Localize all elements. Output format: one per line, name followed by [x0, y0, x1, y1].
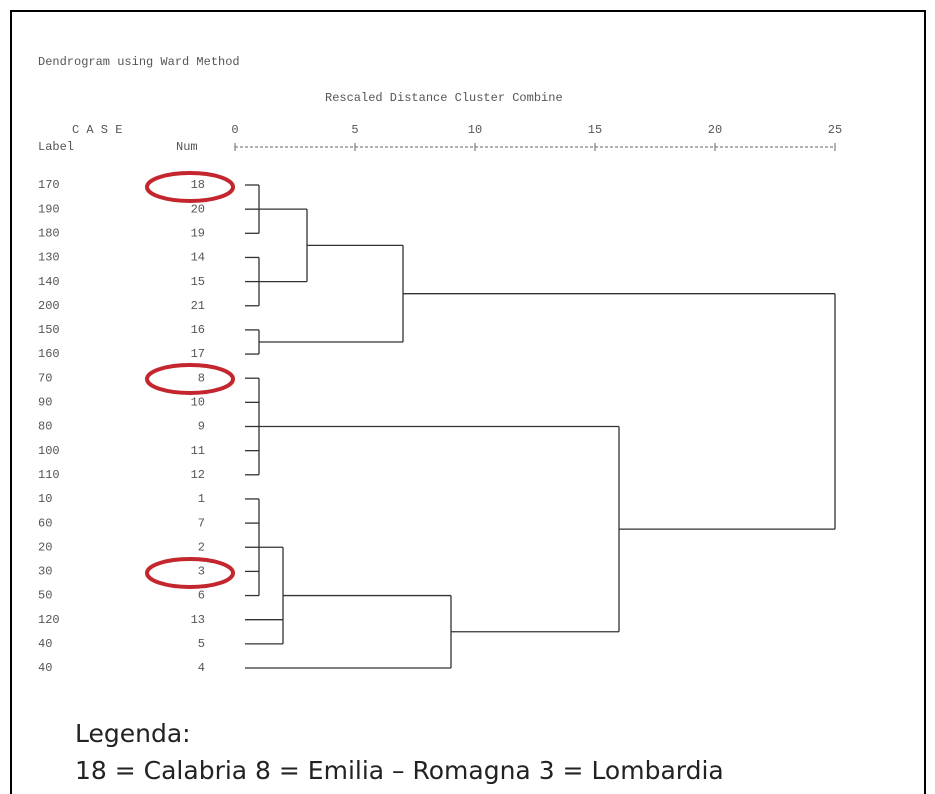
case-label: 90	[38, 396, 52, 410]
label-heading: Label	[38, 140, 74, 154]
x-tick-label: 0	[231, 123, 238, 137]
case-num: 18	[191, 178, 205, 192]
case-label: 190	[38, 202, 60, 216]
case-label: 160	[38, 347, 60, 361]
case-num: 21	[191, 299, 205, 313]
case-label: 70	[38, 371, 52, 385]
case-label: 20	[38, 540, 52, 554]
case-num: 17	[191, 347, 205, 361]
case-num: 8	[198, 371, 205, 385]
case-num: 14	[191, 251, 205, 265]
case-label: 170	[38, 178, 60, 192]
case-num: 2	[198, 540, 205, 554]
case-label: 110	[38, 468, 60, 482]
case-heading: C A S E	[72, 123, 122, 137]
case-num: 13	[191, 613, 205, 627]
case-num: 1	[198, 492, 205, 506]
case-label: 40	[38, 661, 52, 675]
case-num: 12	[191, 468, 205, 482]
case-label: 80	[38, 420, 52, 434]
frame	[10, 10, 926, 794]
case-num: 7	[198, 516, 205, 530]
legend-text: 18 = Calabria 8 = Emilia – Romagna 3 = L…	[75, 756, 724, 785]
case-num: 3	[198, 565, 205, 579]
case-label: 50	[38, 589, 52, 603]
x-tick-label: 20	[708, 123, 722, 137]
case-label: 150	[38, 323, 60, 337]
x-tick-label: 5	[351, 123, 358, 137]
case-num: 11	[191, 444, 205, 458]
case-num: 9	[198, 420, 205, 434]
case-label: 200	[38, 299, 60, 313]
highlight	[145, 363, 235, 395]
num-heading: Num	[176, 140, 198, 154]
case-label: 120	[38, 613, 60, 627]
case-num: 6	[198, 589, 205, 603]
x-tick-label: 15	[588, 123, 602, 137]
case-label: 60	[38, 516, 52, 530]
case-label: 140	[38, 275, 60, 289]
axis-title: Rescaled Distance Cluster Combine	[325, 91, 563, 105]
legend-title: Legenda:	[75, 719, 191, 748]
case-num: 20	[191, 202, 205, 216]
case-num: 10	[191, 396, 205, 410]
case-label: 130	[38, 251, 60, 265]
highlight	[145, 557, 235, 589]
case-num: 5	[198, 637, 205, 651]
case-num: 15	[191, 275, 205, 289]
case-label: 10	[38, 492, 52, 506]
case-label: 100	[38, 444, 60, 458]
case-num: 16	[191, 323, 205, 337]
highlight	[145, 171, 235, 203]
case-label: 40	[38, 637, 52, 651]
title: Dendrogram using Ward Method	[38, 55, 240, 69]
case-label: 180	[38, 226, 60, 240]
x-tick-label: 10	[468, 123, 482, 137]
case-num: 4	[198, 661, 205, 675]
case-label: 30	[38, 565, 52, 579]
case-num: 19	[191, 226, 205, 240]
x-tick-label: 25	[828, 123, 842, 137]
